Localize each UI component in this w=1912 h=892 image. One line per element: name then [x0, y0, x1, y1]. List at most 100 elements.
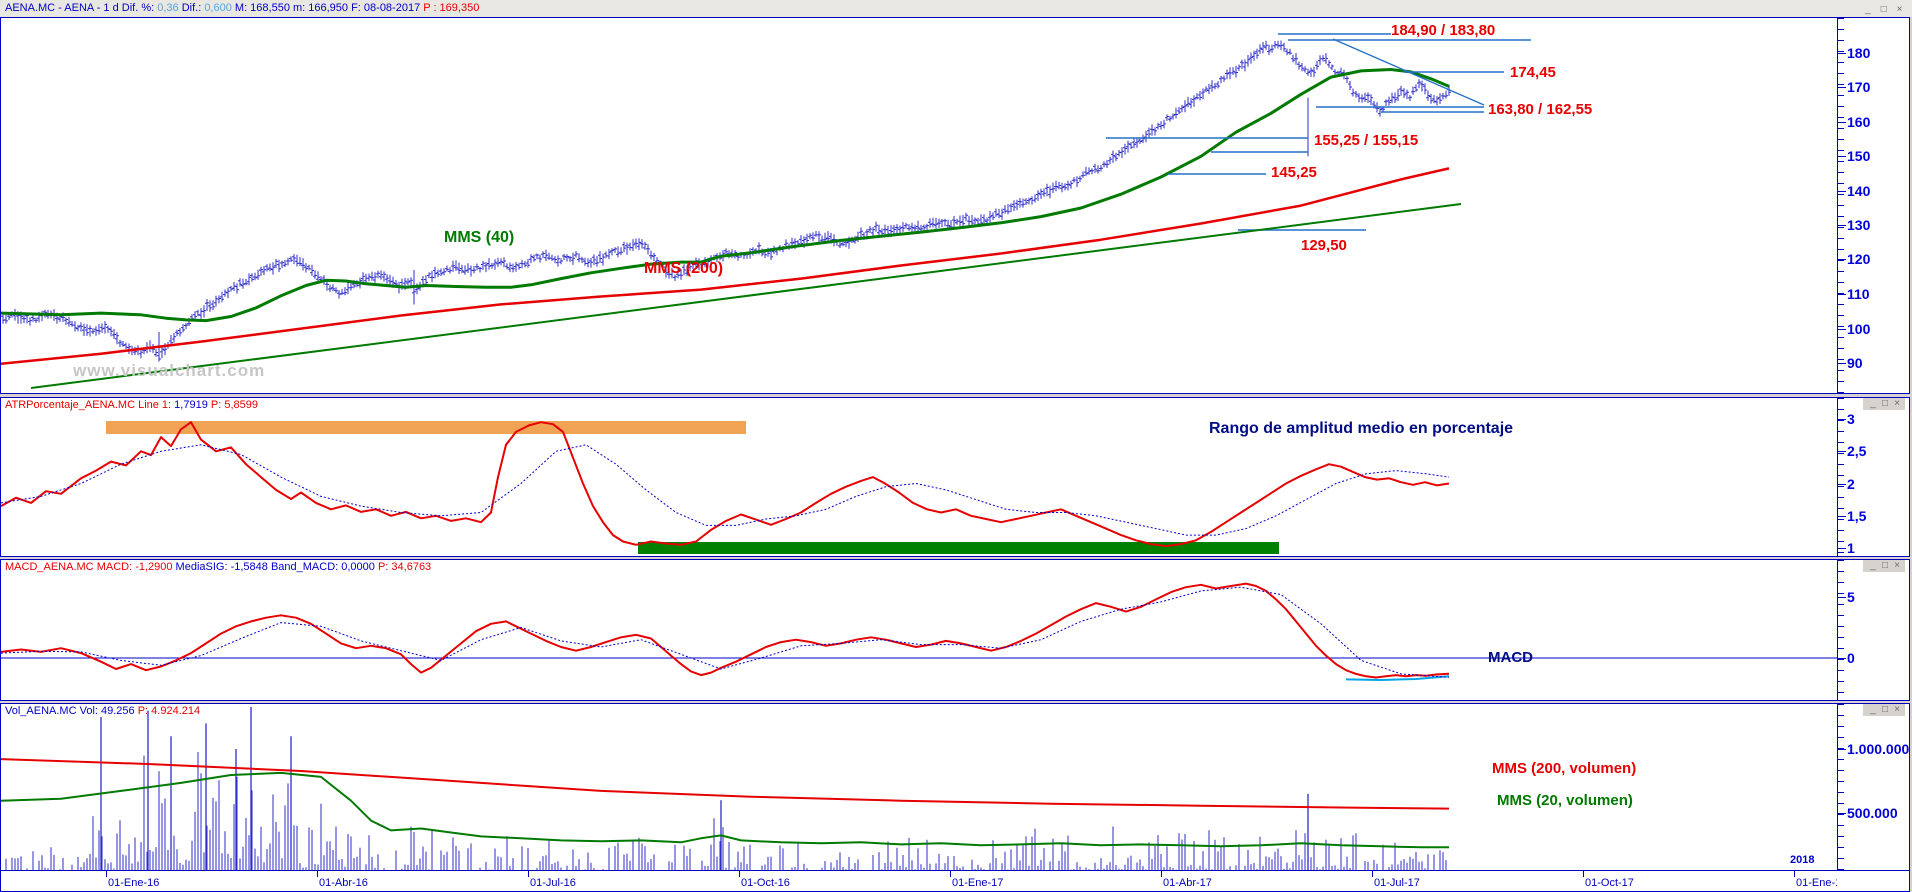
axis-label: 2,5 [1847, 443, 1867, 459]
panel-title-segment: Vol: 49.256 [79, 705, 135, 717]
minimize-button[interactable]: _ [1870, 398, 1876, 409]
axis-tick [1838, 191, 1846, 192]
minimize-button[interactable]: _ [1870, 704, 1876, 715]
macd-panel-title: MACD_AENA.MC MACD: -1,2900 MediaSIG: -1,… [5, 561, 431, 573]
close-button[interactable]: × [1896, 4, 1903, 15]
atr-axis[interactable]: 3 2,5 2 1,5 1 [1837, 398, 1909, 556]
volume-axis[interactable]: 1.000.000 500.000 [1837, 704, 1909, 870]
panel-title-segment: Line 1: [138, 399, 175, 411]
time-axis-tick [1161, 871, 1162, 877]
axis-label: 170 [1847, 79, 1871, 95]
time-axis-tick [106, 871, 107, 877]
titlebar-segment: Dif.: [178, 2, 205, 14]
panel-title-segment: 1,7919 [174, 399, 208, 411]
axis-tick [1838, 484, 1846, 485]
macd-panel: MACD_AENA.MC MACD: -1,2900 MediaSIG: -1,… [0, 559, 1910, 701]
time-axis-label: 01-Ene-17 [952, 877, 1004, 889]
axis-tick [1838, 259, 1846, 260]
axis-label: 3 [1847, 411, 1855, 427]
level-label-18490-18380: 184,90 / 183,80 [1391, 22, 1496, 39]
axis-label: 120 [1847, 251, 1871, 267]
panel-title-segment: MACD_AENA.MC [5, 561, 97, 573]
close-button[interactable]: × [1894, 704, 1900, 715]
titlebar-segment: 0,600 [204, 2, 232, 14]
axis-label: 0 [1847, 650, 1855, 666]
time-axis-tick [1794, 871, 1795, 877]
mms40-label: MMS (40) [444, 229, 515, 246]
restore-button[interactable]: □ [1881, 398, 1889, 409]
titlebar-text: AENA.MC - AENA - 1 d Dif. %: 0,36 Dif.: … [5, 0, 479, 17]
price-panel: 184,90 / 183,80 174,45 163,80 / 162,55 155,… [0, 17, 1910, 394]
panel-title-segment: Vol_AENA.MC [5, 705, 80, 717]
titlebar-segment: 0,36 [157, 2, 179, 14]
price-axis[interactable]: 180 170 160 150 140 130 120 110 100 90 [1837, 18, 1909, 393]
level-label-12950: 129,50 [1301, 237, 1347, 254]
close-button[interactable]: × [1894, 560, 1900, 571]
axis-tick [1838, 329, 1846, 330]
time-axis[interactable]: 01-Ene-16 01-Abr-16 01-Jul-16 01-Oct-16 01-E… [0, 871, 1910, 892]
titlebar-segment: AENA.MC - AENA - 1 d Dif. %: [5, 2, 158, 14]
macd-chart-area[interactable]: MACD [1, 560, 1837, 700]
level-label-14525: 145,25 [1271, 164, 1317, 181]
time-axis-label: 01-Jul-16 [530, 877, 576, 889]
titlebar-segment: P : 169,350 [423, 2, 480, 14]
axis-tick [1838, 516, 1846, 517]
close-button[interactable]: × [1894, 398, 1900, 409]
axis-tick [1838, 658, 1846, 659]
macd-caption: MACD [1488, 649, 1533, 666]
time-axis-tick [950, 871, 951, 877]
axis-tick [1838, 548, 1846, 549]
restore-button[interactable]: □ [1881, 560, 1889, 571]
restore-button[interactable]: □ [1881, 704, 1889, 715]
time-axis-labels: 01-Ene-16 01-Abr-16 01-Jul-16 01-Oct-16 01-E… [1, 871, 1837, 891]
minimize-button[interactable]: _ [1870, 560, 1876, 571]
time-axis-tick [528, 871, 529, 877]
window-controls: _ □ × [1861, 1, 1906, 18]
axis-tick [1838, 813, 1846, 814]
panel-title-segment: Band_MACD: 0,0000 [267, 561, 375, 573]
panel-title-segment: P: 4.924.214 [134, 705, 201, 717]
panel-title-segment: ATRPorcentaje_AENA.MC [5, 399, 139, 411]
axis-tick [1838, 597, 1846, 598]
time-axis-label: 01-Abr-17 [1163, 877, 1212, 889]
axis-label: 180 [1847, 45, 1871, 61]
time-axis-label: 01-Jul-17 [1374, 877, 1420, 889]
volume-chart-area[interactable]: MMS (200, volumen) MMS (20, volumen) 2018 [1, 704, 1837, 870]
level-label-16380-16255: 163,80 / 162,55 [1488, 101, 1593, 118]
axis-tick [1838, 451, 1846, 452]
axis-tick [1838, 156, 1846, 157]
axis-label: 500.000 [1847, 805, 1898, 821]
time-axis-tick [1372, 871, 1373, 877]
titlebar-segment: M: 168,550 m: 166,950 F: 08-08-2017 [231, 2, 424, 14]
restore-button[interactable]: □ [1880, 4, 1887, 15]
time-axis-label: 01-Oct-16 [741, 877, 790, 889]
minimize-button[interactable]: _ [1865, 4, 1871, 15]
price-chart-area[interactable]: 184,90 / 183,80 174,45 163,80 / 162,55 155,… [1, 18, 1837, 393]
vol-mms20-label: MMS (20, volumen) [1497, 792, 1633, 809]
axis-label: 90 [1847, 355, 1863, 371]
axis-tick [1838, 53, 1846, 54]
axis-label: 130 [1847, 217, 1871, 233]
atr-chart-area[interactable]: Rango de amplitud medio en porcentaje [1, 398, 1837, 556]
volume-panel-title: Vol_AENA.MC Vol: 49.256 P: 4.924.214 [5, 705, 200, 717]
axis-tick [1838, 419, 1846, 420]
level-label-17445: 174,45 [1510, 64, 1556, 81]
axis-label: 1 [1847, 540, 1855, 556]
time-axis-label: 01-Oct-17 [1585, 877, 1634, 889]
axis-label: 110 [1847, 286, 1870, 302]
volume-window-controls: _ □ × [1863, 704, 1905, 716]
panel-title-segment: P: 34,6763 [374, 561, 432, 573]
axis-label: 150 [1847, 148, 1871, 164]
axis-label: 1.000.000 [1847, 741, 1910, 757]
time-axis-tick [739, 871, 740, 877]
time-axis-label: 01-Ene-16 [108, 877, 160, 889]
watermark: www.visualchart.com [73, 361, 266, 380]
time-axis-label: 01-Ene-18 [1796, 877, 1837, 889]
chart-window-titlebar[interactable]: AENA.MC - AENA - 1 d Dif. %: 0,36 Dif.: … [0, 0, 1912, 17]
panel-title-segment: P: 5,8599 [207, 399, 258, 411]
axis-label: 100 [1847, 321, 1871, 337]
axis-label: 1,5 [1847, 508, 1867, 524]
panel-title-segment: MediaSIG: -1,5848 [172, 561, 268, 573]
